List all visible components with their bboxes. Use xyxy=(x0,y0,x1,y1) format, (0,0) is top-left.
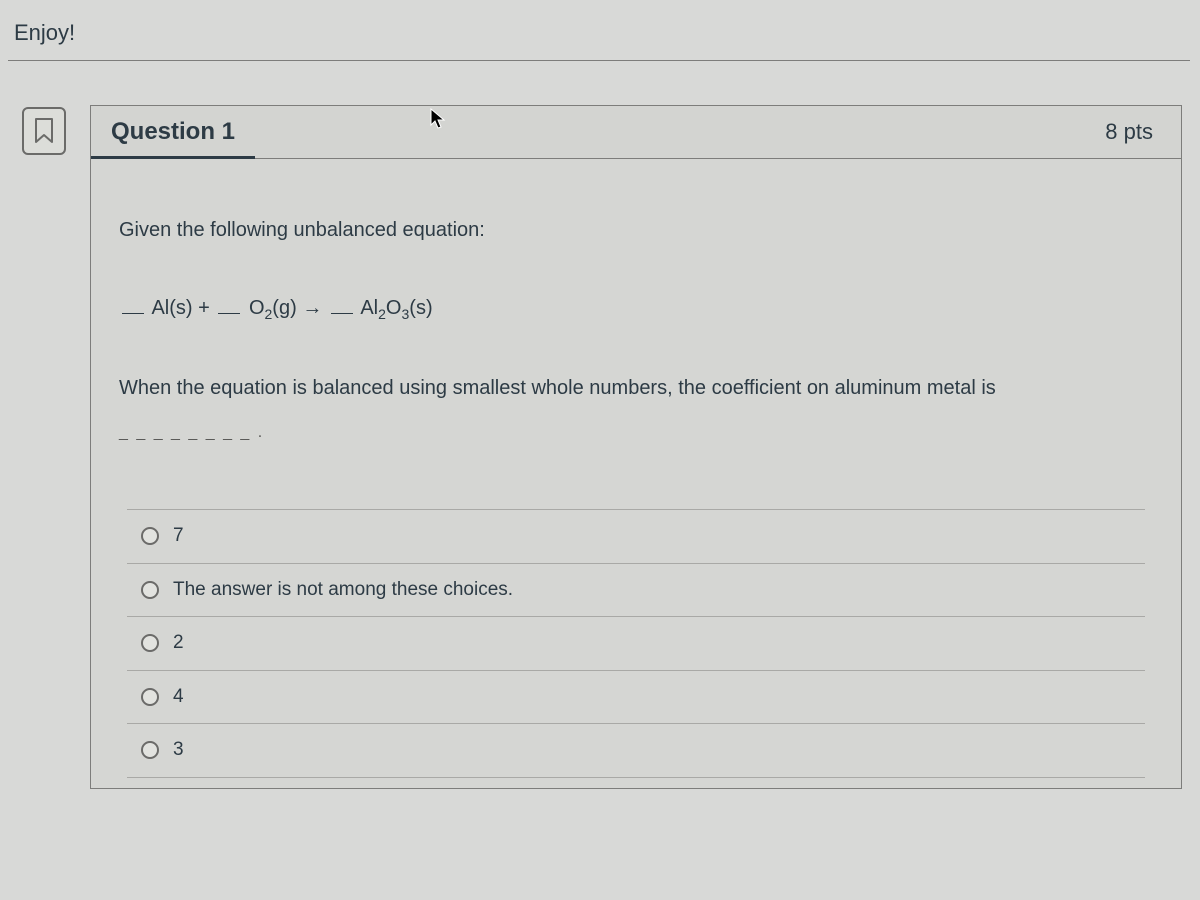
coef-blank-2 xyxy=(218,296,240,314)
equation: Al(s) + O2(g) → Al2O3(s) xyxy=(119,293,1153,325)
divider xyxy=(8,60,1190,61)
quiz-page: Enjoy! Question 1 8 pts Given the follow… xyxy=(0,0,1200,900)
option-label: 4 xyxy=(173,683,184,712)
page-heading: Enjoy! xyxy=(8,18,1190,60)
radio-icon xyxy=(141,581,159,599)
options-list: 7 The answer is not among these choices.… xyxy=(127,509,1145,778)
coef-blank-3 xyxy=(331,296,353,314)
arrow: → xyxy=(302,297,322,319)
question-title: Question 1 xyxy=(91,106,255,159)
option-0[interactable]: 7 xyxy=(127,510,1145,564)
option-3[interactable]: 4 xyxy=(127,671,1145,725)
question-card: Question 1 8 pts Given the following unb… xyxy=(90,105,1182,789)
option-1[interactable]: The answer is not among these choices. xyxy=(127,564,1145,618)
prompt-intro: Given the following unbalanced equation: xyxy=(119,215,1153,245)
question-body: Given the following unbalanced equation:… xyxy=(91,159,1181,788)
bookmark-icon xyxy=(33,118,55,144)
plus-sign: + xyxy=(198,297,210,319)
option-4[interactable]: 3 xyxy=(127,724,1145,778)
question-points: 8 pts xyxy=(1105,119,1181,145)
option-2[interactable]: 2 xyxy=(127,617,1145,671)
product-1: Al2O3(s) xyxy=(360,297,432,319)
radio-icon xyxy=(141,527,159,545)
reactant-2: O2(g) xyxy=(249,297,297,319)
option-label: The answer is not among these choices. xyxy=(173,576,513,605)
reactant-1: Al(s) xyxy=(151,297,192,319)
option-label: 7 xyxy=(173,522,184,551)
flag-question-button[interactable] xyxy=(22,107,66,155)
prompt-followup: When the equation is balanced using smal… xyxy=(119,373,1153,403)
question-header: Question 1 8 pts xyxy=(91,106,1181,159)
answer-blank-line: _ _ _ _ _ _ _ _ . xyxy=(119,421,1153,445)
option-label: 2 xyxy=(173,629,184,658)
radio-icon xyxy=(141,634,159,652)
question-row: Question 1 8 pts Given the following unb… xyxy=(8,105,1190,789)
radio-icon xyxy=(141,688,159,706)
radio-icon xyxy=(141,741,159,759)
coef-blank-1 xyxy=(122,296,144,314)
option-label: 3 xyxy=(173,736,184,765)
